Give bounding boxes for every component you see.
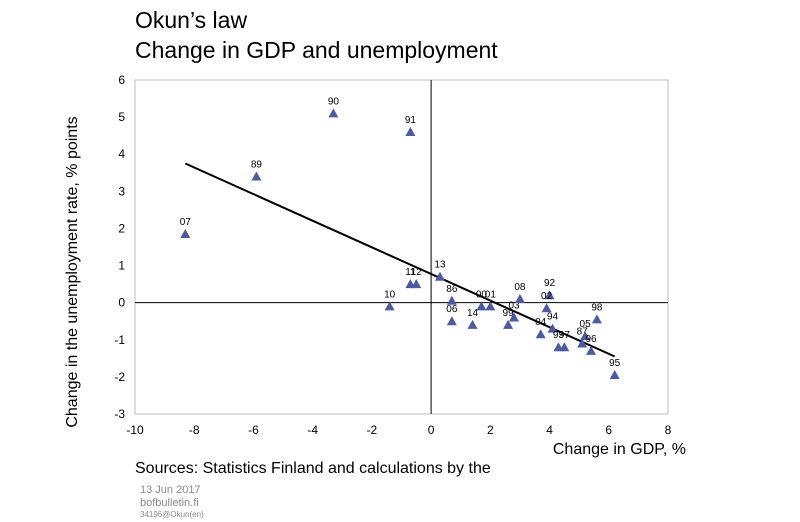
y-tick-label: 1	[118, 259, 125, 273]
x-tick-label: -2	[367, 423, 378, 437]
data-point-marker	[559, 342, 570, 352]
x-tick-label: 6	[605, 423, 612, 437]
x-tick-label: -6	[248, 423, 259, 437]
plot-frame	[134, 79, 669, 415]
y-tick-label: 4	[118, 147, 125, 161]
data-point-marker	[503, 319, 514, 329]
chart-subtitle: Change in GDP and unemployment	[135, 37, 498, 63]
data-point-label: 94	[547, 312, 559, 323]
data-point-label: 89	[251, 159, 263, 170]
data-point-label: 90	[328, 96, 340, 107]
y-tick-label: 0	[118, 296, 125, 310]
data-point-label: 05	[580, 319, 592, 330]
data-point-label: 11	[405, 267, 416, 278]
x-tick-label: -8	[189, 423, 200, 437]
y-axis-title: Change in the unemployment rate, % point…	[64, 116, 81, 427]
x-axis-title: Change in GDP, %	[553, 441, 686, 458]
x-tick-label: 4	[546, 423, 553, 437]
data-point-marker	[609, 370, 620, 380]
data-point-marker	[446, 295, 457, 305]
data-point-marker	[544, 290, 555, 300]
y-tick-label: -1	[114, 333, 125, 347]
chart-title: Okun’s law	[135, 7, 248, 33]
data-point-label: 87	[577, 326, 589, 337]
y-tick-label: 2	[118, 221, 125, 235]
y-tick-label: 6	[118, 73, 125, 87]
data-point-label: 01	[485, 289, 497, 300]
y-tick-label: 3	[118, 184, 125, 198]
x-tick-label: -4	[307, 423, 318, 437]
data-point-marker	[547, 323, 558, 333]
data-point-marker	[485, 301, 496, 311]
data-point-marker	[411, 279, 422, 289]
data-point-label: 02	[541, 291, 553, 302]
chart-code: 34196@Okun(en)	[140, 510, 204, 519]
data-point-label: 08	[514, 282, 526, 293]
data-point-marker	[586, 345, 597, 355]
x-tick-label: -10	[126, 423, 144, 437]
data-point-marker	[509, 312, 520, 322]
data-point-marker	[467, 319, 478, 329]
data-point-marker	[580, 331, 591, 341]
data-point-marker	[180, 229, 191, 239]
publication-date: 13 Jun 2017	[140, 484, 201, 496]
sources-note: Sources: Statistics Finland and calculat…	[135, 460, 491, 477]
data-point-label: 92	[544, 278, 556, 289]
x-tick-label: 8	[665, 423, 672, 437]
data-point-label: 13	[434, 260, 446, 271]
data-point-marker	[446, 316, 457, 326]
data-point-marker	[591, 314, 602, 324]
data-point-label: 91	[405, 115, 417, 126]
data-point-label: 96	[585, 334, 597, 345]
data-point-marker	[328, 108, 339, 118]
data-point-marker	[476, 301, 487, 311]
data-point-label: 98	[591, 302, 603, 313]
data-point-marker	[577, 338, 588, 348]
data-point-marker	[514, 293, 525, 303]
trend-line	[184, 162, 616, 358]
data-point-marker	[251, 171, 262, 181]
data-point-marker	[434, 271, 445, 281]
data-point-label: 95	[609, 358, 621, 369]
y-tick-label: -3	[114, 407, 125, 421]
data-point-label: 07	[180, 217, 192, 228]
data-point-label: 14	[467, 308, 479, 319]
data-point-marker	[535, 329, 546, 339]
data-point-label: 10	[384, 289, 396, 300]
data-point-marker	[405, 126, 416, 136]
data-point-label: 12	[411, 267, 423, 278]
data-point-label: 97	[559, 330, 571, 341]
x-tick-label: 2	[487, 423, 494, 437]
data-point-label: 06	[446, 304, 458, 315]
y-tick-label: -2	[114, 370, 125, 384]
data-point-label: 04	[535, 317, 547, 328]
data-point-label: 86	[446, 284, 458, 295]
data-point-marker	[541, 303, 552, 313]
x-tick-label: 0	[428, 423, 435, 437]
site-name: bofbulletin.fi	[140, 497, 199, 509]
y-tick-label: 5	[118, 110, 125, 124]
data-point-label: 93	[553, 330, 565, 341]
data-point-marker	[384, 301, 395, 311]
data-point-label: 99	[503, 308, 515, 319]
data-point-label: 03	[508, 301, 520, 312]
data-point-label: 00	[476, 289, 488, 300]
